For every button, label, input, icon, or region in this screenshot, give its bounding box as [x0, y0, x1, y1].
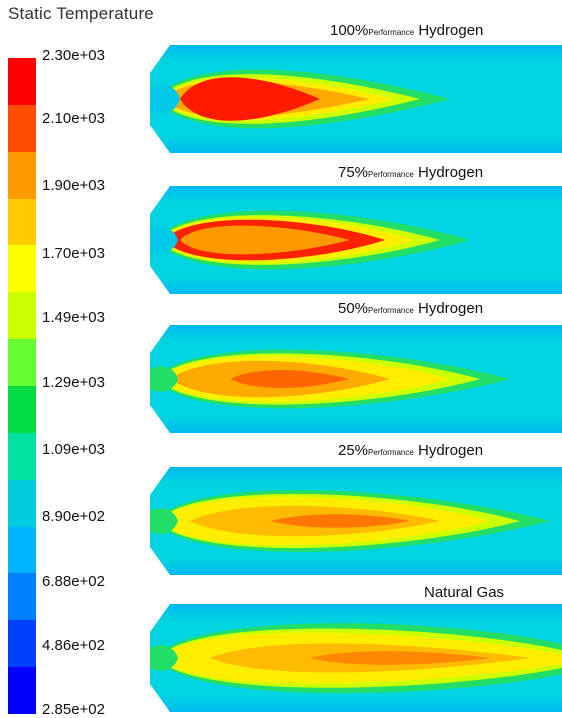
case-label-natural-gas: Natural Gas [424, 584, 505, 601]
color-scale-segment-13 [8, 620, 36, 668]
contour-panel-25 [150, 467, 562, 575]
tick-label-3: 1.90e+03 [42, 177, 105, 194]
color-scale-segment-6 [8, 292, 36, 340]
tick-label-2: 2.10e+03 [42, 110, 105, 127]
color-scale-segment-3 [8, 151, 36, 199]
color-scale-segment-1 [8, 58, 36, 105]
color-scale-segment-9 [8, 432, 36, 480]
tick-label-1: 2.30e+03 [42, 47, 105, 64]
case-label-75: 75%Performance Hydrogen [338, 164, 484, 181]
tick-label-7: 1.09e+03 [42, 441, 105, 458]
tick-label-9: 6.88e+02 [42, 573, 105, 590]
color-scale-bar [8, 58, 36, 715]
tick-label-11: 2.85e+02 [42, 701, 105, 718]
color-scale-segment-14 [8, 667, 36, 715]
contour-panel-50 [150, 325, 562, 433]
contour-panel-natural-gas [150, 604, 562, 712]
color-scale-segment-11 [8, 526, 36, 574]
tick-label-8: 8.90e+02 [42, 508, 105, 525]
color-scale-segment-4 [8, 198, 36, 246]
tick-label-10: 4.86e+02 [42, 637, 105, 654]
case-label-100: 100%Performance Hydrogen [330, 22, 484, 39]
color-scale-segment-5 [8, 245, 36, 293]
contour-panel-100 [150, 45, 562, 153]
color-scale-segment-8 [8, 386, 36, 433]
tick-label-5: 1.49e+03 [42, 309, 105, 326]
contour-panel-75 [150, 186, 562, 294]
legend-title: Static Temperature [8, 4, 154, 23]
case-label-50: 50%Performance Hydrogen [338, 300, 484, 317]
color-scale-segment-12 [8, 573, 36, 621]
case-label-25: 25%Performance Hydrogen [338, 442, 484, 459]
tick-label-6: 1.29e+03 [42, 374, 105, 391]
color-scale-segment-2 [8, 104, 36, 152]
color-scale-segment-7 [8, 339, 36, 387]
tick-label-4: 1.70e+03 [42, 245, 105, 262]
color-scale-segment-10 [8, 479, 36, 527]
